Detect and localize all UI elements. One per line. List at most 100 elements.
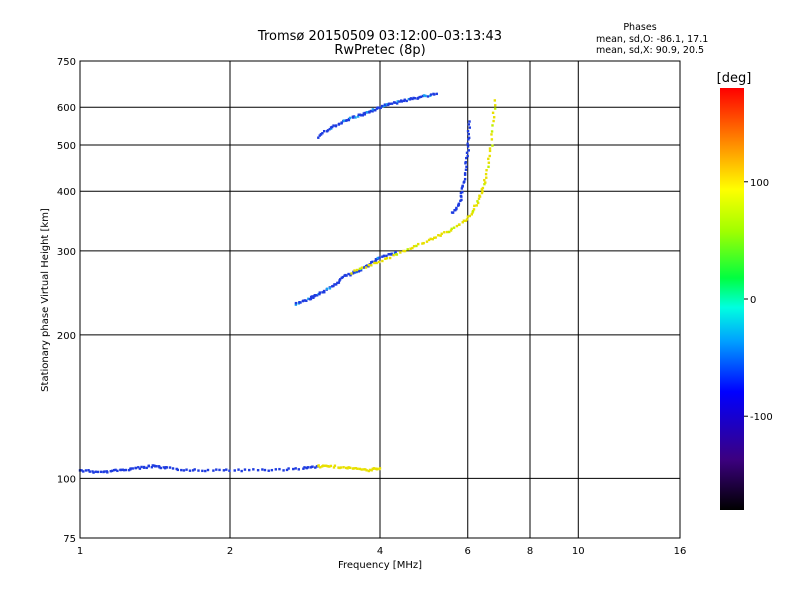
data-point <box>406 248 409 251</box>
data-point <box>311 465 314 468</box>
data-point <box>439 234 442 237</box>
data-point <box>225 468 228 471</box>
data-point <box>422 241 425 245</box>
x-tick-label: 2 <box>227 546 233 557</box>
data-point <box>357 113 360 116</box>
data-point <box>326 465 330 468</box>
data-point <box>222 469 226 472</box>
data-point <box>354 116 357 119</box>
data-point <box>197 469 200 472</box>
data-point <box>345 274 348 277</box>
data-point <box>369 109 373 113</box>
data-point <box>176 468 180 472</box>
data-point <box>358 267 362 271</box>
data-point <box>99 470 103 474</box>
data-point <box>471 209 475 213</box>
data-point <box>315 294 319 297</box>
data-point <box>476 201 480 205</box>
plot-frame <box>79 60 681 539</box>
data-point <box>363 111 366 115</box>
data-point <box>121 468 125 471</box>
data-point <box>490 133 493 136</box>
data-point <box>353 269 356 272</box>
data-point <box>321 132 324 135</box>
data-point <box>297 468 300 471</box>
data-point <box>455 224 459 228</box>
data-point <box>294 303 298 306</box>
data-point <box>350 272 353 275</box>
data-point <box>375 468 379 471</box>
data-point <box>243 468 247 471</box>
data-point <box>480 188 484 191</box>
data-point <box>344 466 348 470</box>
data-point <box>484 172 488 176</box>
data-point <box>371 108 375 111</box>
data-point <box>493 107 497 110</box>
data-point <box>110 469 114 473</box>
data-point <box>392 253 395 257</box>
data-point <box>323 464 326 468</box>
data-point <box>465 151 469 155</box>
data-point <box>451 211 455 214</box>
data-point <box>396 100 399 103</box>
data-point <box>427 238 431 242</box>
data-point <box>403 98 406 101</box>
data-point <box>317 464 320 467</box>
data-point <box>96 470 100 474</box>
data-point <box>355 270 359 273</box>
data-point <box>368 468 372 472</box>
data-point <box>383 104 386 108</box>
data-point <box>92 471 95 474</box>
data-point <box>365 469 368 472</box>
data-point <box>466 142 469 145</box>
data-point <box>476 200 479 203</box>
data-point <box>312 296 315 299</box>
data-point <box>483 178 486 182</box>
data-point <box>309 295 313 299</box>
data-point <box>370 264 373 267</box>
colorbar-tick-label: 100 <box>750 178 769 189</box>
data-point <box>491 144 494 147</box>
data-point <box>398 100 401 103</box>
data-point <box>481 190 484 193</box>
data-point <box>365 264 369 267</box>
data-point <box>352 115 356 118</box>
x-tick-label: 6 <box>465 546 471 557</box>
data-point <box>460 187 464 190</box>
data-point <box>417 242 420 246</box>
data-point <box>302 467 305 470</box>
colorbar-tick-label: -100 <box>750 412 773 423</box>
y-tick-label: 500 <box>57 141 76 152</box>
data-point <box>483 182 486 186</box>
data-point <box>215 468 218 471</box>
data-point <box>340 122 343 125</box>
data-point <box>433 93 436 96</box>
data-point <box>473 204 476 208</box>
data-point <box>364 266 368 269</box>
data-point <box>332 466 336 469</box>
data-point <box>328 127 331 131</box>
data-point <box>353 271 357 274</box>
y-tick-label: 400 <box>57 187 76 198</box>
data-point <box>319 466 322 469</box>
data-point <box>352 270 355 274</box>
data-point <box>122 468 126 472</box>
data-point <box>374 258 378 261</box>
data-point <box>465 165 468 168</box>
data-point <box>452 226 456 229</box>
data-point <box>180 468 183 472</box>
data-point <box>429 93 433 96</box>
data-point <box>412 245 416 248</box>
data-point <box>332 284 335 288</box>
data-point <box>466 145 470 148</box>
data-point <box>393 101 397 104</box>
data-point <box>445 230 449 234</box>
data-point <box>480 191 484 195</box>
data-point <box>155 465 158 468</box>
data-point <box>418 95 421 99</box>
data-point <box>488 149 492 153</box>
data-point <box>358 467 362 471</box>
data-point <box>411 246 414 250</box>
data-point <box>493 99 497 102</box>
